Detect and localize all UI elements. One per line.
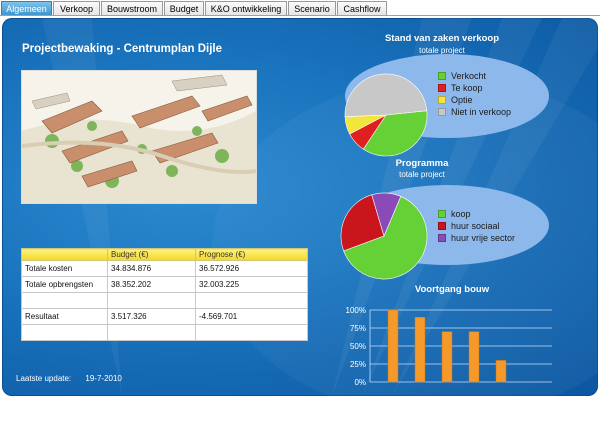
- program-slice-huur-sociaal: [340, 194, 385, 252]
- program-pie-chart: [340, 185, 549, 280]
- table-row: Totale opbrengsten 38.352.202 32.003.225: [21, 276, 308, 293]
- finance-table: Budget (€) Prognose (€) Totale kosten 34…: [21, 248, 308, 341]
- legend-swatch: [438, 84, 446, 92]
- legend-label: Te koop: [451, 83, 483, 93]
- legend-swatch: [438, 72, 446, 80]
- legend-label: koop: [451, 209, 471, 219]
- tab-bar: Algemeen Verkoop Bouwstroom Budget K&O o…: [0, 0, 600, 16]
- legend-item: Optie: [438, 94, 511, 106]
- y-tick-label: 100%: [346, 306, 366, 315]
- table-cell: [195, 324, 308, 341]
- table-header: Budget (€): [107, 248, 196, 261]
- last-update-label: Laatste update:: [16, 374, 72, 383]
- table-header-row: Budget (€) Prognose (€): [21, 248, 308, 261]
- sales-slice-niet-in-verkoop: [344, 73, 428, 118]
- site-plan-image: [21, 70, 257, 204]
- legend-label: huur vrije sector: [451, 233, 516, 243]
- legend-item: huur sociaal: [438, 220, 515, 232]
- legend-label: Verkocht: [451, 71, 487, 81]
- tab-scenario[interactable]: Scenario: [288, 1, 336, 15]
- program-chart-title: Programma: [395, 158, 449, 169]
- sales-chart-subtitle: totale project: [419, 46, 465, 55]
- page-title: Projectbewaking - Centrumplan Dijle: [22, 43, 223, 55]
- progress-bar: [387, 309, 399, 383]
- y-tick-label: 50%: [350, 342, 366, 351]
- tab-algemeen[interactable]: Algemeen: [1, 1, 52, 15]
- table-row: [21, 324, 308, 341]
- progress-bar: [495, 360, 507, 383]
- tab-bouwstroom[interactable]: Bouwstroom: [101, 1, 163, 15]
- program-slice-koop: [343, 196, 428, 280]
- legend-swatch: [438, 222, 446, 230]
- progress-bar: [414, 316, 426, 383]
- tab-ko-ontwikkeling[interactable]: K&O ontwikkeling: [205, 1, 287, 15]
- program-slice-huur-vrije-sector: [371, 192, 402, 237]
- program-chart-subtitle: totale project: [399, 170, 445, 179]
- tab-verkoop[interactable]: Verkoop: [53, 1, 100, 15]
- legend-item: huur vrije sector: [438, 232, 515, 244]
- legend-swatch: [438, 108, 446, 116]
- legend-swatch: [438, 210, 446, 218]
- progress-chart-title: Voortgang bouw: [414, 284, 490, 295]
- sales-pie: [344, 73, 428, 157]
- program-legend: koop huur sociaal huur vrije sector: [438, 208, 515, 244]
- progress-bar: [468, 331, 480, 383]
- program-pie: [340, 192, 428, 280]
- y-tick-label: 75%: [350, 324, 366, 333]
- last-update: Laatste update: 19-7-2010: [16, 374, 122, 383]
- legend-item: koop: [438, 208, 515, 220]
- legend-item: Verkocht: [438, 70, 511, 82]
- last-update-date: 19-7-2010: [85, 374, 122, 383]
- legend-item: Te koop: [438, 82, 511, 94]
- legend-item: Niet in verkoop: [438, 106, 511, 118]
- table-row: [21, 292, 308, 309]
- site-plan-illustration: [21, 71, 257, 203]
- sales-pie-chart: [344, 54, 549, 157]
- legend-swatch: [438, 96, 446, 104]
- legend-swatch: [438, 234, 446, 242]
- progress-bars: 0% 25% 50% 75% 100%: [346, 306, 552, 387]
- sales-legend: Verkocht Te koop Optie Niet in verkoop: [438, 70, 511, 118]
- sales-chart-title: Stand van zaken verkoop: [384, 33, 500, 44]
- table-row: Resultaat 3.517.326 -4.569.701: [21, 308, 308, 325]
- sales-slice-verkocht: [362, 110, 428, 157]
- tab-cashflow[interactable]: Cashflow: [337, 1, 387, 15]
- table-row: Totale kosten 34.834.876 36.572.926: [21, 260, 308, 277]
- tab-underline: [0, 15, 600, 16]
- y-tick-label: 25%: [350, 360, 366, 369]
- progress-bar-chart: 0% 25% 50% 75% 100%: [346, 306, 552, 387]
- legend-label: Optie: [451, 95, 473, 105]
- y-tick-label: 0%: [354, 378, 366, 387]
- tab-budget[interactable]: Budget: [164, 1, 204, 15]
- legend-label: Niet in verkoop: [451, 107, 512, 117]
- dashboard-panel: Projectbewaking - Centrumplan Dijle: [2, 18, 598, 396]
- progress-bar: [441, 331, 453, 383]
- legend-label: huur sociaal: [451, 221, 500, 231]
